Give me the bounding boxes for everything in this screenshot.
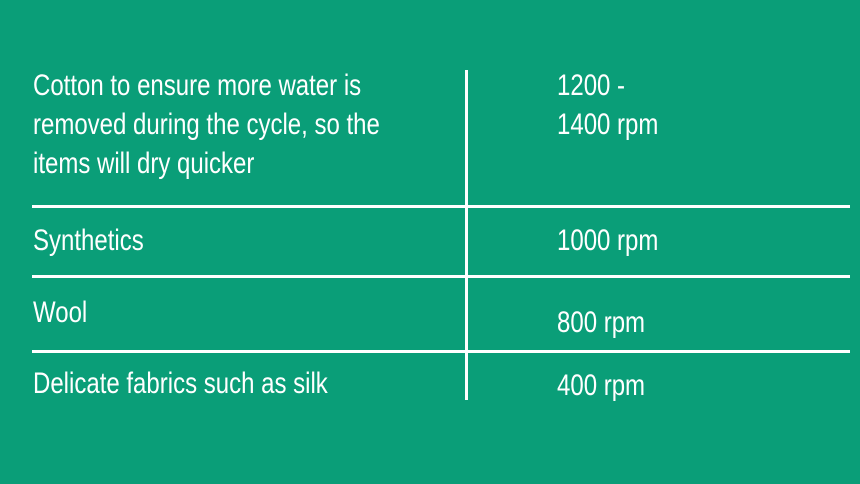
fabric-cell-delicate: Delicate fabrics such as silk	[33, 367, 328, 400]
speed-cell-delicate: 400 rpm	[557, 369, 646, 402]
fabric-cell-cotton: Cotton to ensure more water is removed d…	[33, 66, 380, 183]
text-line: removed during the cycle, so the	[33, 108, 380, 141]
row-divider	[32, 205, 850, 208]
text-line: items will dry quicker	[33, 147, 255, 180]
speed-cell-cotton: 1200 - 1400 rpm	[557, 66, 658, 144]
text-line: Cotton to ensure more water is	[33, 69, 362, 102]
row-divider	[32, 350, 850, 353]
speed-cell-wool: 800 rpm	[557, 306, 646, 339]
speed-cell-synthetics: 1000 rpm	[557, 224, 659, 257]
text-line: 1400 rpm	[557, 108, 659, 141]
row-divider	[32, 275, 850, 278]
fabric-cell-synthetics: Synthetics	[33, 224, 144, 257]
text-line: 1200 -	[557, 69, 626, 102]
column-divider	[465, 70, 468, 400]
fabric-cell-wool: Wool	[33, 296, 88, 329]
